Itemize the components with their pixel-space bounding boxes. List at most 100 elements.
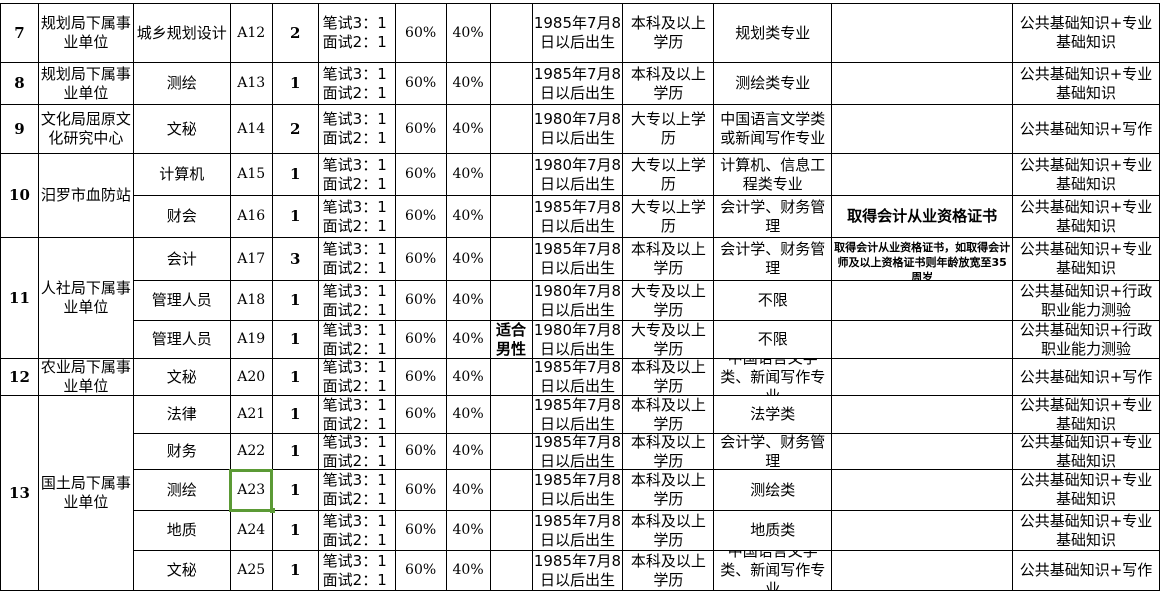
other-requirements-cell[interactable] [831, 62, 1014, 105]
major-cell[interactable]: 会计学、财务管理 [713, 433, 833, 470]
gender-cell[interactable] [489, 3, 533, 63]
position-code-cell[interactable]: A25 [229, 550, 273, 591]
ratio-cell[interactable]: 笔试3：1 面试2：1 [317, 153, 396, 196]
exam-content-cell[interactable]: 公共基础知识+写作 [1012, 358, 1160, 396]
age-cell[interactable]: 1980年7月8日以后出生 [531, 320, 624, 359]
unit-cell[interactable]: 规划局下属事业单位 [37, 62, 134, 105]
unit-cell[interactable]: 文化局屈原文化研究中心 [37, 104, 134, 154]
written-weight-cell[interactable]: 60% [394, 104, 447, 154]
headcount-cell[interactable]: 1 [271, 510, 319, 551]
exam-content-cell[interactable]: 公共基础知识+专业基础知识 [1012, 395, 1160, 434]
exam-content-cell[interactable]: 公共基础知识+专业基础知识 [1012, 237, 1160, 281]
position-code-cell[interactable]: A19 [229, 320, 273, 359]
education-cell[interactable]: 本科及以上学历 [622, 433, 715, 470]
other-requirements-cell[interactable]: 取得会计从业资格证书 [831, 195, 1014, 238]
position-code-cell[interactable]: A20 [229, 358, 273, 396]
education-cell[interactable]: 本科及以上学历 [622, 62, 715, 105]
position-code-cell[interactable]: A16 [229, 195, 273, 238]
age-cell[interactable]: 1985年7月8日以后出生 [531, 237, 624, 281]
position-code-cell[interactable]: A21 [229, 395, 273, 434]
ratio-cell[interactable]: 笔试3：1 面试2：1 [317, 320, 396, 359]
written-weight-cell[interactable]: 60% [394, 153, 447, 196]
exam-content-cell[interactable]: 公共基础知识+专业基础知识 [1012, 153, 1160, 196]
headcount-cell[interactable]: 1 [271, 153, 319, 196]
major-cell[interactable]: 中国语言文学类、新闻写作专业 [713, 550, 833, 591]
exam-content-cell[interactable]: 公共基础知识+专业基础知识 [1012, 62, 1160, 105]
age-cell[interactable]: 1985年7月8日以后出生 [531, 195, 624, 238]
exam-content-cell[interactable]: 公共基础知识+专业基础知识 [1012, 195, 1160, 238]
education-cell[interactable]: 本科及以上学历 [622, 510, 715, 551]
other-requirements-cell[interactable] [831, 280, 1014, 321]
major-cell[interactable]: 会计学、财务管理 [713, 195, 833, 238]
other-requirements-cell[interactable] [831, 358, 1014, 396]
ratio-cell[interactable]: 笔试3：1 面试2：1 [317, 358, 396, 396]
position-cell[interactable]: 计算机 [132, 153, 231, 196]
exam-content-cell[interactable]: 公共基础知识+写作 [1012, 104, 1160, 154]
education-cell[interactable]: 大专以上学历 [622, 104, 715, 154]
exam-content-cell[interactable]: 公共基础知识+专业基础知识 [1012, 3, 1160, 63]
age-cell[interactable]: 1980年7月8日以后出生 [531, 153, 624, 196]
position-code-cell[interactable]: A24 [229, 510, 273, 551]
education-cell[interactable]: 大专及以上学历 [622, 280, 715, 321]
position-code-cell[interactable]: A12 [229, 3, 273, 63]
major-cell[interactable]: 规划类专业 [713, 3, 833, 63]
written-weight-cell[interactable]: 60% [394, 62, 447, 105]
position-cell[interactable]: 法律 [132, 395, 231, 434]
serial-number-cell[interactable]: 8 [0, 62, 39, 105]
position-cell[interactable]: 财会 [132, 195, 231, 238]
exam-content-cell[interactable]: 公共基础知识+专业基础知识 [1012, 433, 1160, 470]
age-cell[interactable]: 1985年7月8日以后出生 [531, 510, 624, 551]
headcount-cell[interactable]: 2 [271, 3, 319, 63]
interview-weight-cell[interactable]: 40% [445, 550, 491, 591]
age-cell[interactable]: 1985年7月8日以后出生 [531, 3, 624, 63]
written-weight-cell[interactable]: 60% [394, 280, 447, 321]
education-cell[interactable]: 大专以上学历 [622, 195, 715, 238]
education-cell[interactable]: 本科及以上学历 [622, 469, 715, 511]
interview-weight-cell[interactable]: 40% [445, 237, 491, 281]
ratio-cell[interactable]: 笔试3：1 面试2：1 [317, 469, 396, 511]
position-code-cell[interactable]: A13 [229, 62, 273, 105]
ratio-cell[interactable]: 笔试3：1 面试2：1 [317, 237, 396, 281]
major-cell[interactable]: 法学类 [713, 395, 833, 434]
ratio-cell[interactable]: 笔试3：1 面试2：1 [317, 104, 396, 154]
interview-weight-cell[interactable]: 40% [445, 433, 491, 470]
other-requirements-cell[interactable] [831, 104, 1014, 154]
major-cell[interactable]: 不限 [713, 280, 833, 321]
written-weight-cell[interactable]: 60% [394, 433, 447, 470]
age-cell[interactable]: 1980年7月8日以后出生 [531, 280, 624, 321]
gender-cell[interactable] [489, 280, 533, 321]
serial-number-cell[interactable]: 13 [0, 395, 39, 591]
other-requirements-cell[interactable]: 取得会计从业资格证书，如取得会计师及以上资格证书则年龄放宽至35周岁 [831, 237, 1014, 281]
written-weight-cell[interactable]: 60% [394, 320, 447, 359]
unit-cell[interactable]: 农业局下属事业单位 [37, 358, 134, 396]
headcount-cell[interactable]: 1 [271, 62, 319, 105]
headcount-cell[interactable]: 1 [271, 433, 319, 470]
ratio-cell[interactable]: 笔试3：1 面试2：1 [317, 395, 396, 434]
written-weight-cell[interactable]: 60% [394, 550, 447, 591]
position-code-cell[interactable]: A18 [229, 280, 273, 321]
written-weight-cell[interactable]: 60% [394, 237, 447, 281]
interview-weight-cell[interactable]: 40% [445, 104, 491, 154]
written-weight-cell[interactable]: 60% [394, 395, 447, 434]
position-code-cell[interactable]: A14 [229, 104, 273, 154]
unit-cell[interactable]: 国土局下属事业单位 [37, 395, 134, 591]
position-cell[interactable]: 测绘 [132, 62, 231, 105]
major-cell[interactable]: 中国语言文学类、新闻写作专业 [713, 358, 833, 396]
position-cell[interactable]: 文秘 [132, 104, 231, 154]
interview-weight-cell[interactable]: 40% [445, 153, 491, 196]
written-weight-cell[interactable]: 60% [394, 510, 447, 551]
interview-weight-cell[interactable]: 40% [445, 3, 491, 63]
position-cell[interactable]: 管理人员 [132, 320, 231, 359]
interview-weight-cell[interactable]: 40% [445, 280, 491, 321]
written-weight-cell[interactable]: 60% [394, 469, 447, 511]
serial-number-cell[interactable]: 7 [0, 3, 39, 63]
serial-number-cell[interactable]: 10 [0, 153, 39, 238]
headcount-cell[interactable]: 1 [271, 469, 319, 511]
major-cell[interactable]: 计算机、信息工程类专业 [713, 153, 833, 196]
headcount-cell[interactable]: 1 [271, 195, 319, 238]
gender-cell[interactable] [489, 358, 533, 396]
education-cell[interactable]: 大专以上学历 [622, 153, 715, 196]
gender-cell[interactable] [489, 510, 533, 551]
ratio-cell[interactable]: 笔试3：1 面试2：1 [317, 280, 396, 321]
interview-weight-cell[interactable]: 40% [445, 358, 491, 396]
